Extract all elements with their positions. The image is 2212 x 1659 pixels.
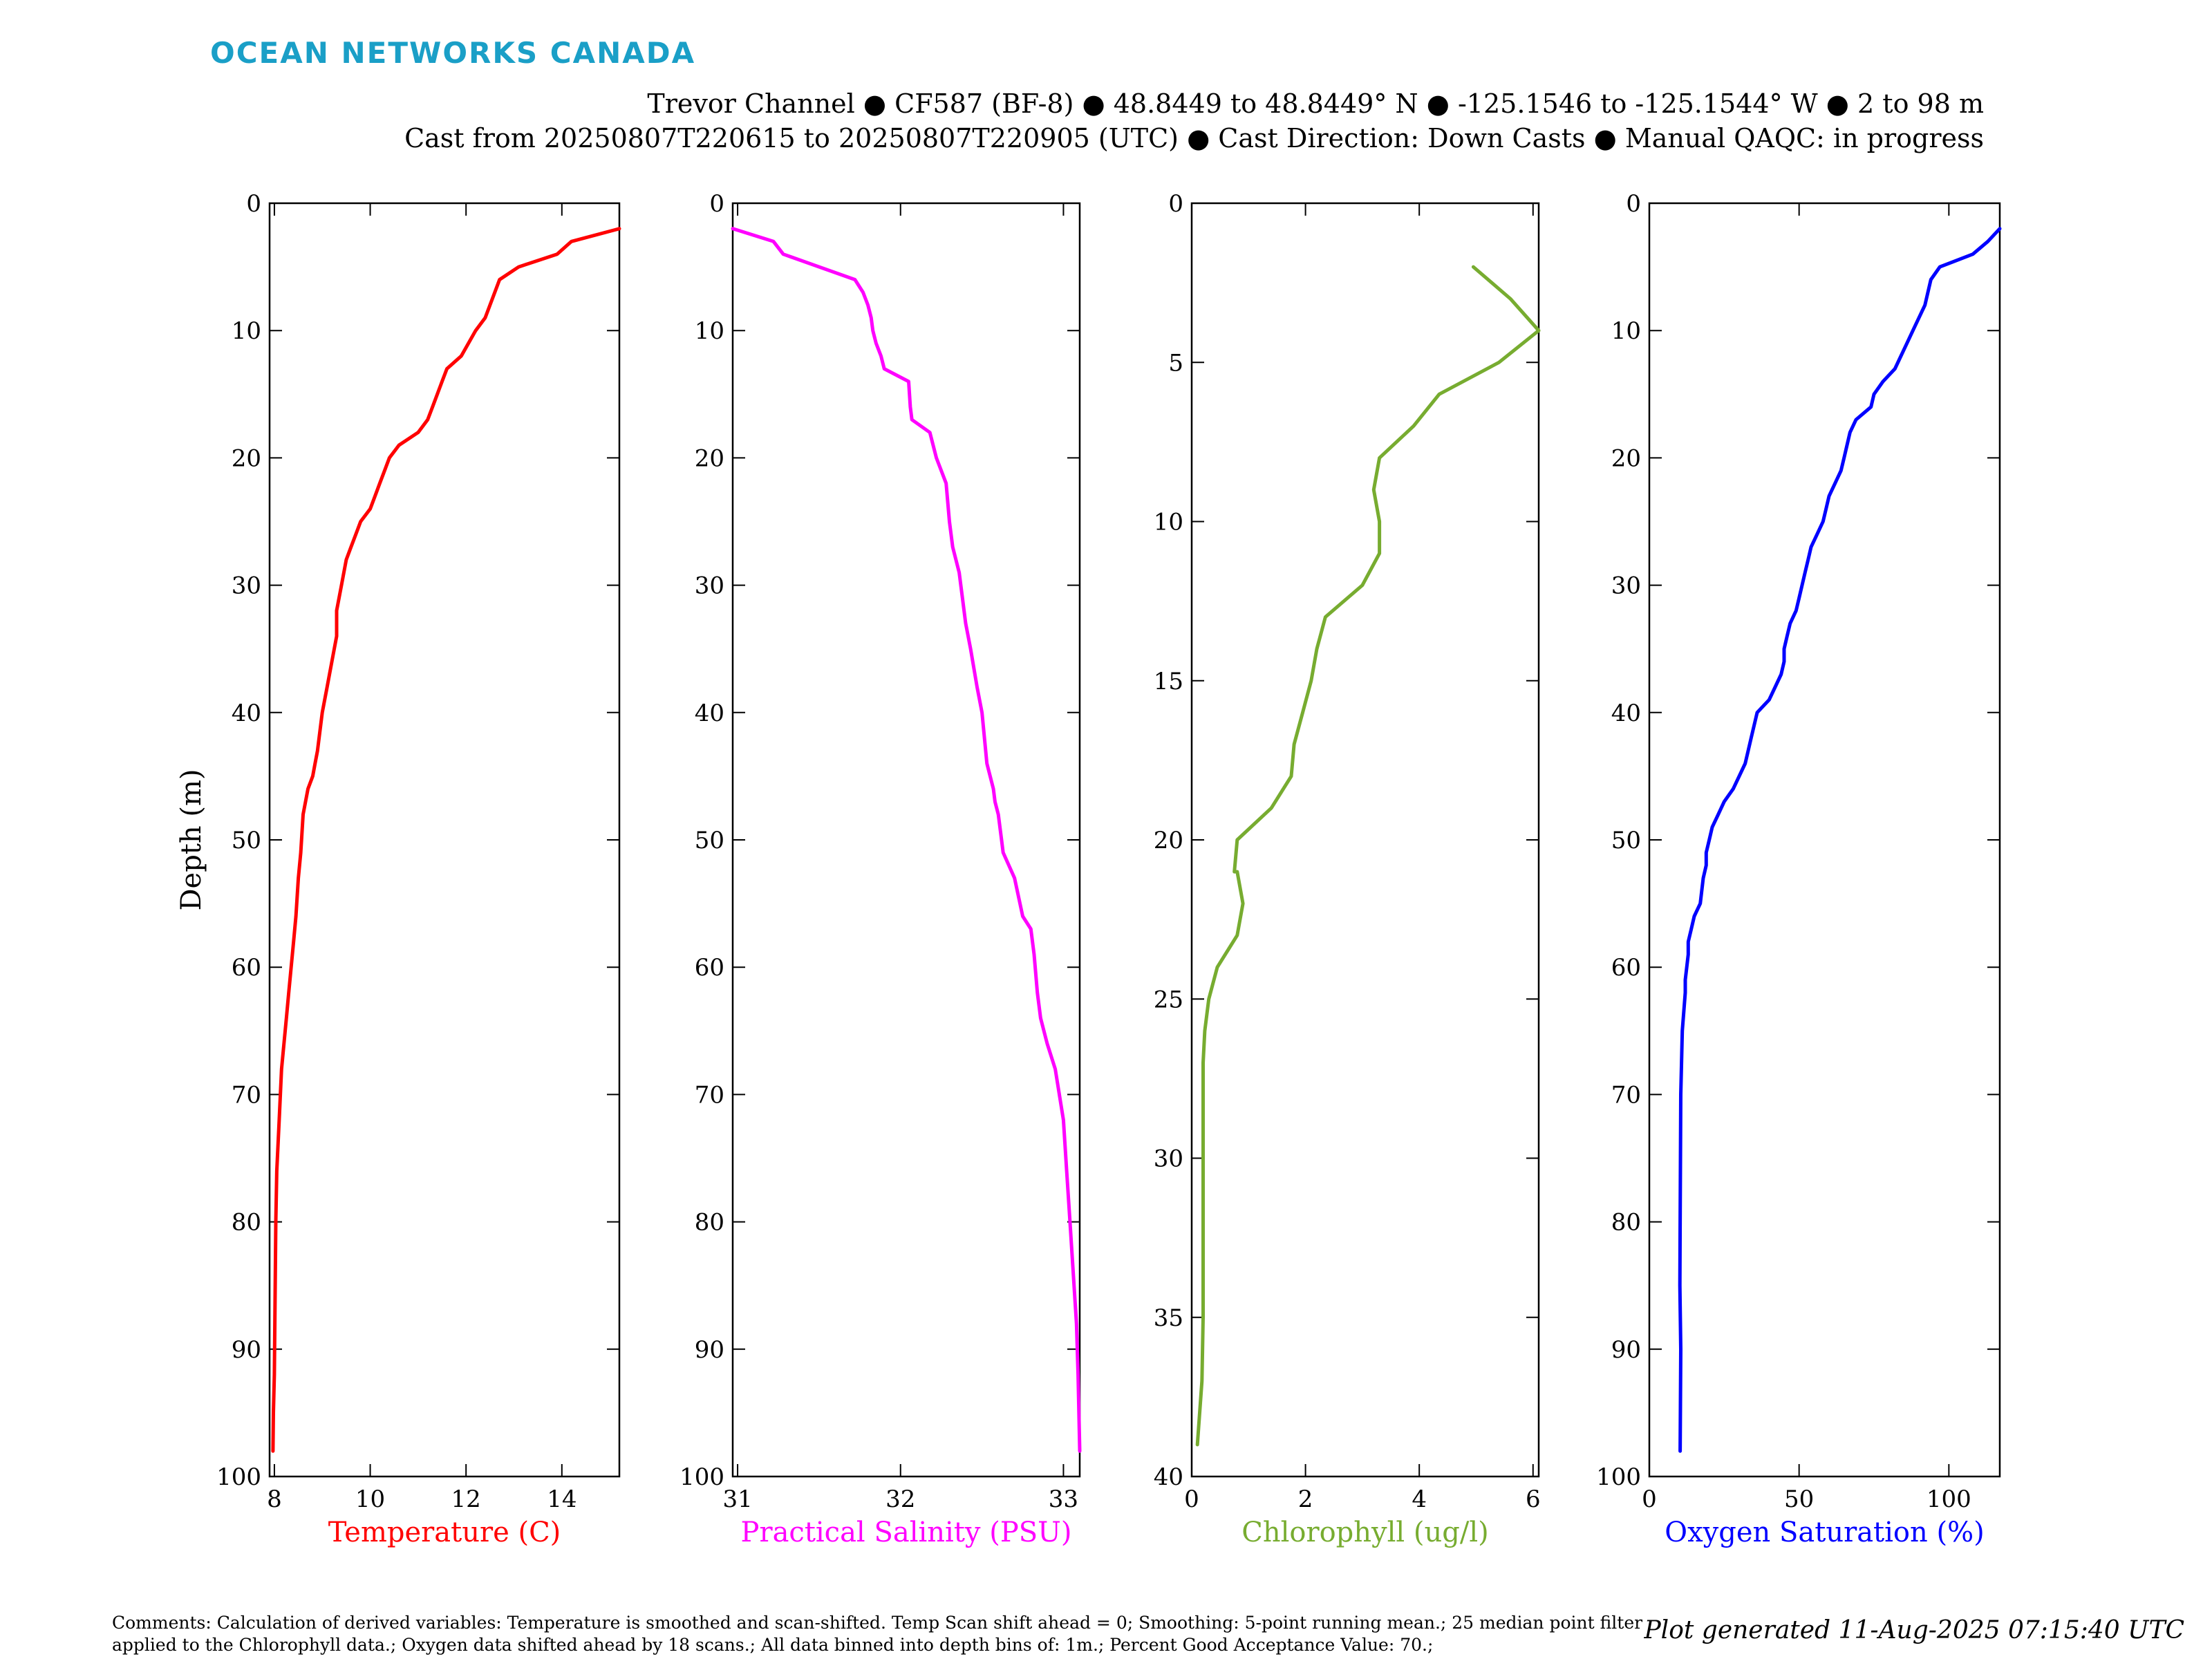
x-axis-label-2: Practical Salinity (PSU) bbox=[741, 1517, 1072, 1548]
y-tick-label: 40 bbox=[232, 700, 261, 727]
y-tick-label: 60 bbox=[232, 954, 261, 982]
x-tick-label: 0 bbox=[1642, 1485, 1657, 1513]
plot-title-line-2: Cast from 20250807T220615 to 20250807T22… bbox=[404, 123, 1984, 153]
y-tick-label: 10 bbox=[695, 317, 724, 345]
y-tick-label: 80 bbox=[232, 1209, 261, 1237]
x-tick-label: 4 bbox=[1412, 1485, 1427, 1513]
y-tick-label: 90 bbox=[695, 1336, 724, 1364]
plot-frame-3 bbox=[1190, 202, 1540, 1478]
y-tick-label: 40 bbox=[695, 700, 724, 727]
profile-line-1 bbox=[271, 227, 621, 1453]
y-tick-label: 50 bbox=[1611, 827, 1641, 854]
y-tick-label: 100 bbox=[216, 1463, 261, 1491]
x-tick-label: 8 bbox=[267, 1485, 282, 1513]
x-axis-label-3: Chlorophyll (ug/l) bbox=[1241, 1517, 1489, 1548]
y-tick-label: 90 bbox=[232, 1336, 261, 1364]
onc-logo: OCEAN NETWORKS CANADA bbox=[210, 36, 696, 70]
y-tick-label: 100 bbox=[679, 1463, 724, 1491]
x-axis-label-1: Temperature (C) bbox=[328, 1517, 561, 1548]
profile-line-3 bbox=[1195, 265, 1541, 1447]
y-tick-label: 10 bbox=[232, 317, 261, 345]
y-tick-label: 20 bbox=[1154, 827, 1183, 854]
y-tick-label: 50 bbox=[695, 827, 724, 854]
y-tick-label: 80 bbox=[1611, 1209, 1641, 1237]
x-tick-label: 2 bbox=[1298, 1485, 1313, 1513]
y-tick-label: 70 bbox=[1611, 1081, 1641, 1109]
y-tick-label: 20 bbox=[232, 444, 261, 472]
y-tick-label: 60 bbox=[695, 954, 724, 982]
y-tick-label: 0 bbox=[709, 190, 724, 218]
y-tick-label: 30 bbox=[1154, 1145, 1183, 1173]
y-tick-label: 40 bbox=[1154, 1463, 1183, 1491]
x-tick-label: 31 bbox=[722, 1485, 752, 1513]
y-tick-label: 80 bbox=[695, 1209, 724, 1237]
plot-generated-timestamp: Plot generated 11-Aug-2025 07:15:40 UTC bbox=[1644, 1616, 2184, 1644]
plot-frame-1 bbox=[268, 202, 621, 1478]
y-axis-label: Depth (m) bbox=[176, 769, 207, 910]
plot-title-line-1: Trevor Channel ● CF587 (BF-8) ● 48.8449 … bbox=[647, 88, 1984, 119]
y-tick-label: 20 bbox=[1611, 444, 1641, 472]
y-tick-label: 70 bbox=[695, 1081, 724, 1109]
x-tick-label: 12 bbox=[451, 1485, 481, 1513]
y-tick-label: 30 bbox=[232, 572, 261, 600]
y-tick-label: 10 bbox=[1611, 317, 1641, 345]
x-tick-label: 33 bbox=[1049, 1485, 1078, 1513]
y-tick-label: 20 bbox=[695, 444, 724, 472]
x-tick-label: 32 bbox=[885, 1485, 915, 1513]
y-tick-label: 0 bbox=[1626, 190, 1641, 218]
y-tick-label: 60 bbox=[1611, 954, 1641, 982]
x-axis-label-4: Oxygen Saturation (%) bbox=[1665, 1517, 1984, 1548]
y-tick-label: 15 bbox=[1154, 668, 1183, 695]
plot-frame-2 bbox=[731, 202, 1081, 1478]
x-tick-label: 100 bbox=[1927, 1485, 1971, 1513]
profile-line-4 bbox=[1678, 227, 2002, 1453]
y-tick-label: 0 bbox=[246, 190, 261, 218]
y-tick-label: 30 bbox=[695, 572, 724, 600]
y-tick-label: 10 bbox=[1154, 509, 1183, 536]
x-tick-label: 6 bbox=[1526, 1485, 1541, 1513]
comments-text: Comments: Calculation of derived variabl… bbox=[112, 1613, 1643, 1655]
y-tick-label: 25 bbox=[1154, 986, 1183, 1013]
y-tick-label: 50 bbox=[232, 827, 261, 854]
plot-frame-4 bbox=[1648, 202, 2001, 1478]
x-tick-label: 10 bbox=[355, 1485, 385, 1513]
x-tick-label: 14 bbox=[547, 1485, 577, 1513]
profile-line-2 bbox=[731, 227, 1082, 1453]
y-tick-label: 90 bbox=[1611, 1336, 1641, 1364]
y-tick-label: 70 bbox=[232, 1081, 261, 1109]
y-tick-label: 40 bbox=[1611, 700, 1641, 727]
x-tick-label: 50 bbox=[1784, 1485, 1814, 1513]
y-tick-label: 5 bbox=[1168, 349, 1183, 377]
y-tick-label: 100 bbox=[1596, 1463, 1641, 1491]
y-tick-label: 30 bbox=[1611, 572, 1641, 600]
y-tick-label: 35 bbox=[1154, 1304, 1183, 1332]
y-tick-label: 0 bbox=[1168, 190, 1183, 218]
x-tick-label: 0 bbox=[1184, 1485, 1199, 1513]
